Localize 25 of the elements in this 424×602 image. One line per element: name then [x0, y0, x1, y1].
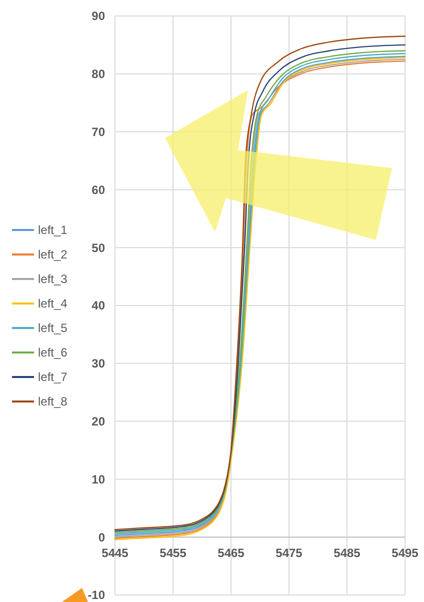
- y-tick-label: 0: [98, 530, 106, 544]
- y-tick-label: 80: [92, 67, 106, 82]
- legend-label: left_8: [38, 394, 68, 409]
- y-tick-label: 10: [92, 472, 106, 486]
- x-tick-label: 5475: [276, 546, 303, 560]
- x-tick-label: 5455: [160, 546, 187, 560]
- y-tick-label: 20: [92, 414, 106, 428]
- y-tick-label: 90: [92, 9, 106, 24]
- legend-label: left_3: [38, 272, 68, 286]
- x-tick-label: 5445: [102, 546, 129, 560]
- x-tick-label: 5465: [218, 546, 245, 560]
- y-tick-label: 50: [92, 240, 106, 255]
- y-tick-label: -10: [88, 588, 106, 602]
- legend-label: left_5: [38, 321, 68, 336]
- x-tick-label: 5495: [392, 546, 419, 560]
- y-tick-label: 40: [92, 298, 106, 313]
- y-tick-label: 70: [92, 125, 106, 139]
- legend-label: left_6: [38, 346, 68, 360]
- x-tick-label: 5485: [334, 546, 361, 560]
- legend-label: left_2: [38, 248, 68, 262]
- legend-label: left_4: [38, 296, 68, 311]
- y-tick-label: 60: [92, 182, 106, 197]
- legend-label: left_1: [38, 223, 68, 238]
- y-tick-label: 30: [92, 356, 106, 371]
- legend-label: left_7: [38, 370, 68, 384]
